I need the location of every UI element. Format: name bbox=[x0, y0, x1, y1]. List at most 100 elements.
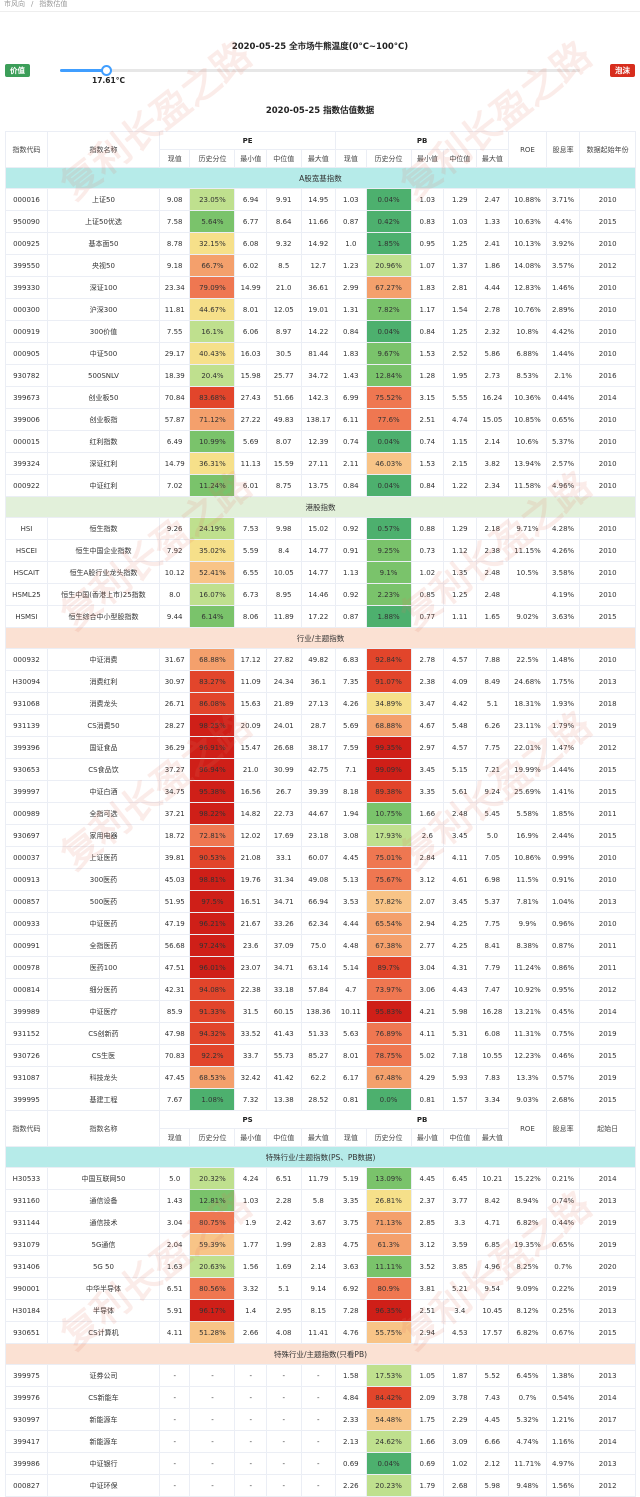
val1-percentile: 96.21% bbox=[189, 912, 236, 935]
val1-max: 14.77 bbox=[300, 539, 337, 562]
start-year: 2015 bbox=[579, 758, 636, 781]
temperature-slider[interactable] bbox=[60, 65, 580, 76]
pb-percentile: 24.62% bbox=[365, 1430, 412, 1453]
table-row[interactable]: 931152 CS创新药 47.98 94.32% 33.52 41.43 51.33 5.6… bbox=[5, 1022, 636, 1045]
val1-median: 37.09 bbox=[265, 934, 302, 957]
val1-current: 85.9 bbox=[159, 1000, 191, 1023]
table-row[interactable]: 000989 全指可选 37.21 98.22% 14.82 22.73 44.67 1.94… bbox=[5, 802, 636, 825]
table-row[interactable]: 399006 创业板指 57.87 71.12% 27.22 49.83 138.17 6.1… bbox=[5, 408, 636, 431]
table-row[interactable]: 000925 基本面50 8.78 32.15% 6.08 9.32 14.92 1.0 1.8… bbox=[5, 232, 636, 255]
table-row[interactable]: 931079 5G通信 2.04 59.39% 1.77 1.99 2.83 4.75 61.3… bbox=[5, 1233, 636, 1256]
table-row[interactable]: 399986 中证银行 - - - - -0.69 0.04% 0.69 1.02 2.12 11.7… bbox=[5, 1452, 636, 1475]
table-row[interactable]: HSMSI 恒生综合中小型股指数 9.44 6.14% 8.06 11.89 17.22 0.… bbox=[5, 605, 636, 628]
table-row[interactable]: 000827 中证环保 - - - - -2.26 20.23% 1.79 2.68 5.98 9.4… bbox=[5, 1474, 636, 1497]
table-row[interactable]: H30094 消费红利 30.97 83.27% 11.09 24.34 36.1 7.35 9… bbox=[5, 670, 636, 693]
table-row[interactable]: 931087 科技龙头 47.45 68.53% 32.42 41.42 62.2 6.17 6… bbox=[5, 1066, 636, 1089]
table-row[interactable]: 399975 证券公司 - - - - -1.58 17.53% 1.05 1.87 5.52 6.4… bbox=[5, 1364, 636, 1387]
dividend-yield: 0.7% bbox=[545, 1255, 581, 1278]
pb-median: 3.85 bbox=[443, 1255, 477, 1278]
table-row[interactable]: 930653 CS食品饮 37.27 96.94% 21.0 30.99 42.75 7.1 9… bbox=[5, 758, 636, 781]
val1-median: 55.73 bbox=[265, 1044, 302, 1067]
table-row[interactable]: HSCEI 恒生中国企业指数 7.92 35.02% 5.59 8.4 14.77 0.91 9… bbox=[5, 539, 636, 562]
table-row[interactable]: 399330 深证100 23.34 79.09% 14.99 21.0 36.61 2.99… bbox=[5, 276, 636, 299]
table-row[interactable]: 000922 中证红利 7.02 11.24% 6.01 8.75 13.75 0.84 0.0… bbox=[5, 474, 636, 497]
pb-median: 4.25 bbox=[443, 934, 477, 957]
pb-min: 0.81 bbox=[410, 1088, 445, 1111]
table-row[interactable]: 000814 细分医药 42.31 94.08% 22.38 33.18 57.84 4.7 7… bbox=[5, 978, 636, 1001]
table-row[interactable]: 399997 中证白酒 34.75 95.38% 16.56 26.7 39.39 8.18 8… bbox=[5, 780, 636, 803]
table-row[interactable]: 000991 全指医药 56.68 97.24% 23.6 37.09 75.0 4.48 67… bbox=[5, 934, 636, 957]
table-row[interactable]: 399976 CS新能车 - - - - -4.84 84.42% 2.09 3.78 7.43 0.… bbox=[5, 1386, 636, 1409]
start-year: 2014 bbox=[579, 1430, 636, 1453]
pb-max: 7.83 bbox=[475, 1066, 510, 1089]
index-name: 中证红利 bbox=[46, 474, 161, 497]
index-code: 000913 bbox=[5, 868, 48, 891]
val1-current: 31.67 bbox=[159, 648, 191, 671]
table-row[interactable]: 399550 央视50 9.18 66.7% 6.02 8.5 12.7 1.23 20.96%… bbox=[5, 254, 636, 277]
table-row[interactable]: 000978 医药100 47.51 96.01% 23.07 34.71 63.14 5.1… bbox=[5, 956, 636, 979]
pb-percentile: 75.67% bbox=[365, 868, 412, 891]
pb-current: 7.1 bbox=[335, 758, 367, 781]
val1-percentile: 72.81% bbox=[189, 824, 236, 847]
pb-max: 7.47 bbox=[475, 978, 510, 1001]
table-row[interactable]: 399396 国证食品 36.29 96.91% 15.47 26.68 38.17 7.59… bbox=[5, 736, 636, 759]
val1-median: 17.69 bbox=[265, 824, 302, 847]
start-year: 2010 bbox=[579, 583, 636, 606]
pb-current: 3.53 bbox=[335, 890, 367, 913]
breadcrumb-home[interactable]: 市风向 bbox=[4, 0, 25, 8]
table-row[interactable]: 931139 CS消费50 28.27 98.25% 20.09 24.01 28.7 5.6… bbox=[5, 714, 636, 737]
section-title: A股宽基指数 bbox=[5, 167, 636, 189]
table-row[interactable]: 000932 中证消费 31.67 68.88% 17.12 27.82 49.82 6.83… bbox=[5, 648, 636, 671]
pb-current: 5.13 bbox=[335, 868, 367, 891]
table-row[interactable]: H30533 中国互联网50 5.0 20.32% 4.24 6.51 11.79 5.19 1… bbox=[5, 1167, 636, 1190]
table-row[interactable]: 000857 500医药 51.95 97.5% 16.51 34.71 66.94 3.53… bbox=[5, 890, 636, 913]
table-row[interactable]: 000905 中证500 29.17 40.43% 16.03 30.5 81.44 1.83… bbox=[5, 342, 636, 365]
table-row[interactable]: 000015 红利指数 6.49 10.99% 5.69 8.07 12.39 0.74 0.0… bbox=[5, 430, 636, 453]
val1-max: 11.41 bbox=[300, 1321, 337, 1344]
val1-current: 2.04 bbox=[159, 1233, 191, 1256]
table-row[interactable]: 950090 上证50优选 7.58 5.64% 6.77 8.64 11.66 0.87 0.… bbox=[5, 210, 636, 233]
table-row[interactable]: 930726 CS生医 70.83 92.2% 33.7 55.73 85.27 8.01 78… bbox=[5, 1044, 636, 1067]
table-row[interactable]: 399673 创业板50 70.84 83.68% 27.43 51.66 142.3 6.9… bbox=[5, 386, 636, 409]
pb-max: 6.66 bbox=[475, 1430, 510, 1453]
table-row[interactable]: 990001 中华半导体 6.51 80.56% 3.32 5.1 9.14 6.92 80.9… bbox=[5, 1277, 636, 1300]
header-sub-0: 现值 bbox=[159, 149, 191, 168]
table-row[interactable]: 399324 深证红利 14.79 36.31% 11.13 15.59 27.11 2.11… bbox=[5, 452, 636, 475]
table-row[interactable]: 000037 上证医药 39.81 90.53% 21.08 33.1 60.07 4.45 7… bbox=[5, 846, 636, 869]
table-row[interactable]: 399989 中证医疗 85.9 91.33% 31.5 60.15 138.36 10.11… bbox=[5, 1000, 636, 1023]
table-row[interactable]: 930997 新能源车 - - - - -2.33 54.48% 1.75 2.29 4.45 5.3… bbox=[5, 1408, 636, 1431]
pb-percentile: 9.67% bbox=[365, 342, 412, 365]
bubble-badge: 泡沫 bbox=[610, 64, 635, 77]
table-row[interactable]: 000016 上证50 9.08 23.05% 6.94 9.91 14.95 1.03 0.0… bbox=[5, 188, 636, 211]
table-row[interactable]: 000919 300价值 7.55 16.1% 6.06 8.97 14.22 0.84 0.0… bbox=[5, 320, 636, 343]
table-row[interactable]: 399417 新能源车 - - - - -2.13 24.62% 1.66 3.09 6.66 4.7… bbox=[5, 1430, 636, 1453]
table-row[interactable]: 931144 通信技术 3.04 80.75% 1.9 2.42 3.67 3.75 71.13… bbox=[5, 1211, 636, 1234]
table-row[interactable]: 000300 沪深300 11.81 44.67% 8.01 12.05 19.01 1.31… bbox=[5, 298, 636, 321]
pb-max: 10.55 bbox=[475, 1044, 510, 1067]
pb-current: 0.87 bbox=[335, 605, 367, 628]
pb-current: 2.11 bbox=[335, 452, 367, 475]
pb-max: 17.57 bbox=[475, 1321, 510, 1344]
index-name: 500SNLV bbox=[46, 364, 161, 387]
table-row[interactable]: 930697 家用电器 18.72 72.81% 12.02 17.69 23.18 3.08… bbox=[5, 824, 636, 847]
pb-percentile: 67.48% bbox=[365, 1066, 412, 1089]
table-row[interactable]: H30184 半导体 5.91 96.17% 1.4 2.95 8.15 7.28 96.35%… bbox=[5, 1299, 636, 1322]
pb-max: 4.44 bbox=[475, 276, 510, 299]
val1-min: - bbox=[234, 1408, 267, 1431]
temperature-slider-handle[interactable] bbox=[101, 65, 112, 76]
table-row[interactable]: 931068 消费龙头 26.71 86.08% 15.63 21.89 27.13 4.26… bbox=[5, 692, 636, 715]
table-row[interactable]: 931406 5G 50 1.63 20.63% 1.56 1.69 2.14 3.63 11.… bbox=[5, 1255, 636, 1278]
table-row[interactable]: 000933 中证医药 47.19 96.21% 21.67 33.26 62.34 4.44… bbox=[5, 912, 636, 935]
table-row[interactable]: HSML25 恒生中国(香港上市)25指数 8.0 16.07% 6.73 8.95 14.… bbox=[5, 583, 636, 606]
pb-max: 16.24 bbox=[475, 386, 510, 409]
table-row[interactable]: HSI 恒生指数 9.26 24.19% 7.53 9.98 15.02 0.92 0.57% 0… bbox=[5, 517, 636, 540]
table-row[interactable]: 000913 300医药 45.03 98.81% 19.76 31.34 49.08 5.1… bbox=[5, 868, 636, 891]
table-row[interactable]: 399995 基建工程 7.67 1.08% 7.32 13.38 28.52 0.81 0.0… bbox=[5, 1088, 636, 1111]
table-row[interactable]: 930782 500SNLV 18.39 20.4% 15.98 25.77 34.72 1.… bbox=[5, 364, 636, 387]
dividend-yield: 0.74% bbox=[545, 1189, 581, 1212]
pb-max: 4.71 bbox=[475, 1211, 510, 1234]
table-row[interactable]: 931160 通信设备 1.43 12.81% 1.03 2.28 5.8 3.35 26.81… bbox=[5, 1189, 636, 1212]
table-row[interactable]: HSCAIT 恒生A股行业龙头指数 10.12 52.41% 6.55 10.05 14.7… bbox=[5, 561, 636, 584]
dividend-yield: 0.87% bbox=[545, 934, 581, 957]
table-row[interactable]: 930651 CS计算机 4.11 51.28% 2.66 4.08 11.41 4.76 55… bbox=[5, 1321, 636, 1344]
